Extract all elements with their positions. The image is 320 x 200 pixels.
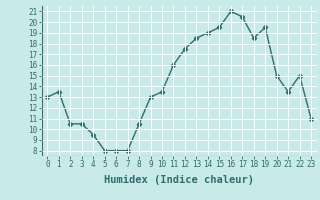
X-axis label: Humidex (Indice chaleur): Humidex (Indice chaleur) [104,175,254,185]
